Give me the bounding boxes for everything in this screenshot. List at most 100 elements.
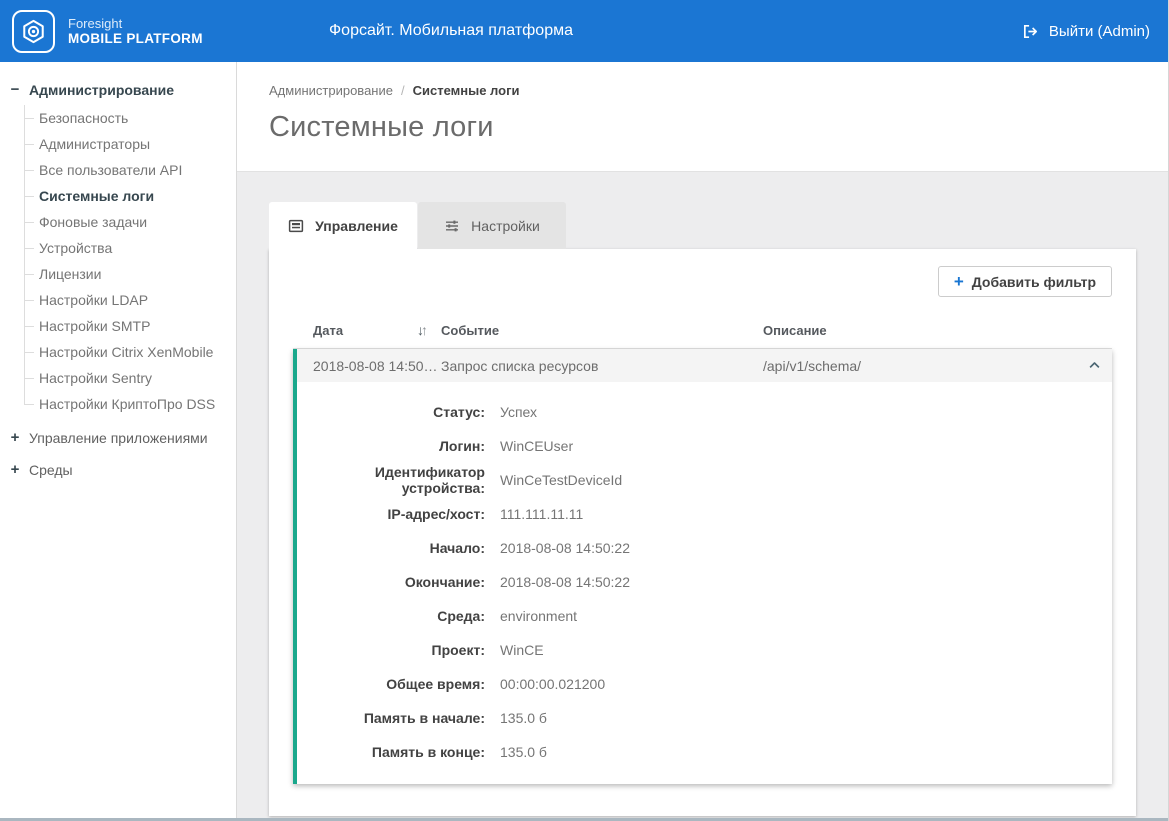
tab-label: Настройки (471, 217, 540, 234)
window-bottom-edge (0, 818, 1168, 821)
sidebar-item-label: Настройки КриптоПро DSS (39, 396, 216, 412)
sidebar-item-label: Безопасность (39, 110, 129, 126)
tab-label: Управление (315, 217, 398, 234)
sort-down-arrow-icon: ↓ (417, 322, 424, 338)
sort-up-arrow-icon: ↑ (421, 322, 428, 338)
list-icon (288, 219, 304, 232)
log-event-cell: Запрос списка ресурсов (441, 357, 599, 374)
detail-label: Проект: (431, 642, 485, 658)
sidebar-item-label: Лицензии (39, 266, 102, 282)
logs-card: + Добавить фильтр Дата ↓↑ Событие Описан… (269, 249, 1136, 816)
logout-button[interactable]: Выйти (Admin) (1022, 23, 1150, 40)
detail-row-end: Окончание: 2018-08-08 14:50:22 (297, 565, 1112, 599)
detail-row-ip: IP-адрес/хост: 111.111.11.11 (297, 497, 1112, 531)
breadcrumb-parent[interactable]: Администрирование (269, 83, 393, 98)
detail-value: WinCE (500, 642, 544, 658)
detail-row-device-id: Идентификатор устройства: WinCeTestDevic… (297, 463, 1112, 497)
sidebar-item-label: Настройки Citrix XenMobile (39, 344, 214, 360)
breadcrumb-current: Системные логи (412, 83, 520, 98)
card-toolbar: + Добавить фильтр (293, 266, 1112, 297)
collapse-minus-icon[interactable]: − (10, 81, 20, 98)
detail-row-memory-end: Память в конце: 135.0 б (297, 735, 1112, 769)
detail-value: 111.111.11.11 (500, 506, 584, 522)
detail-label: Начало: (429, 540, 485, 556)
expand-plus-icon[interactable]: + (10, 429, 20, 446)
detail-row-environment: Среда: environment (297, 599, 1112, 633)
detail-label: IP-адрес/хост: (387, 506, 485, 522)
sidebar-nav: − Администрирование Безопасность Админис… (0, 62, 237, 818)
logo-wordmark: Foresight MOBILE PLATFORM (68, 16, 203, 47)
tab-bar: Управление Настройки (269, 202, 1136, 249)
logo-line1: Foresight (68, 15, 123, 31)
page-title: Системные логи (269, 111, 494, 143)
sidebar-item-ldap-settings[interactable]: Настройки LDAP (25, 287, 230, 313)
sidebar-item-citrix-settings[interactable]: Настройки Citrix XenMobile (25, 339, 230, 365)
sidebar-item-administrators[interactable]: Администраторы (25, 131, 230, 157)
detail-label: Среда: (437, 608, 485, 624)
detail-row-start: Начало: 2018-08-08 14:50:22 (297, 531, 1112, 565)
sidebar-item-label: Настройки SMTP (39, 318, 151, 334)
detail-label: Память в конце: (371, 744, 485, 760)
detail-value: 135.0 б (500, 710, 547, 726)
expand-plus-icon[interactable]: + (10, 461, 20, 478)
column-header-event[interactable]: Событие (441, 322, 500, 338)
sidebar-item-sentry-settings[interactable]: Настройки Sentry (25, 365, 230, 391)
sidebar-section-label: Среды (29, 462, 73, 478)
page-head: Администрирование / Системные логи Систе… (237, 62, 1168, 172)
app-header: Foresight MOBILE PLATFORM Форсайт. Мобил… (0, 0, 1168, 62)
sidebar-section-administration[interactable]: − Администрирование (10, 78, 230, 102)
sidebar-admin-items: Безопасность Администраторы Все пользова… (24, 105, 230, 418)
sidebar-item-security[interactable]: Безопасность (25, 105, 230, 131)
log-table-row[interactable]: 2018-08-08 14:50… Запрос списка ресурсов… (297, 349, 1112, 382)
sidebar-section-app-management[interactable]: + Управление приложениями (10, 423, 230, 453)
sort-icon[interactable]: ↓↑ (417, 322, 428, 338)
sidebar-item-licenses[interactable]: Лицензии (25, 261, 230, 287)
tab-settings[interactable]: Настройки (418, 202, 566, 249)
detail-value: Успех (500, 404, 538, 420)
detail-value: 00:00:00.021200 (500, 676, 606, 692)
sidebar-item-label: Устройства (39, 240, 113, 256)
chevron-up-icon (1089, 362, 1099, 368)
sidebar-item-devices[interactable]: Устройства (25, 235, 230, 261)
logo-line2: MOBILE PLATFORM (68, 30, 203, 46)
content-area: Управление Настройки + Добави (237, 172, 1168, 818)
foresight-logo-icon (12, 9, 55, 53)
sidebar-item-background-tasks[interactable]: Фоновые задачи (25, 209, 230, 235)
sidebar-section-environments[interactable]: + Среды (10, 455, 230, 485)
breadcrumb: Администрирование / Системные логи (269, 83, 1136, 98)
detail-value: 2018-08-08 14:50:22 (500, 540, 630, 556)
tab-management[interactable]: Управление (269, 202, 417, 249)
detail-label: Логин: (439, 438, 485, 454)
log-description-cell: /api/v1/schema/ (763, 357, 862, 374)
detail-row-login: Логин: WinCEUser (297, 429, 1112, 463)
column-header-description[interactable]: Описание (763, 322, 827, 338)
sidebar-item-system-logs[interactable]: Системные логи (25, 183, 230, 209)
logout-label: Выйти (Admin) (1048, 22, 1150, 40)
expanded-log-entry: 2018-08-08 14:50… Запрос списка ресурсов… (293, 349, 1112, 784)
sidebar-item-smtp-settings[interactable]: Настройки SMTP (25, 313, 230, 339)
plus-icon: + (953, 272, 964, 291)
detail-row-project: Проект: WinCE (297, 633, 1112, 667)
sidebar-section-label: Администрирование (29, 82, 174, 98)
sidebar-item-label: Все пользователи API (39, 162, 183, 178)
detail-value: environment (500, 608, 578, 624)
log-details: Статус: Успех Логин: WinCEUser Идентифик… (297, 382, 1112, 784)
add-filter-button[interactable]: + Добавить фильтр (937, 266, 1112, 297)
detail-label: Общее время: (386, 676, 485, 692)
sidebar-item-api-users[interactable]: Все пользователи API (25, 157, 230, 183)
column-header-date[interactable]: Дата ↓↑ (313, 322, 441, 338)
sidebar-section-label: Управление приложениями (29, 430, 208, 446)
sidebar-item-label: Фоновые задачи (39, 214, 148, 230)
detail-row-memory-start: Память в начале: 135.0 б (297, 701, 1112, 735)
add-filter-label: Добавить фильтр (971, 273, 1096, 290)
main-area: Администрирование / Системные логи Систе… (237, 62, 1168, 818)
detail-value: WinCEUser (500, 438, 574, 454)
detail-value: 2018-08-08 14:50:22 (500, 574, 630, 590)
detail-label: Идентификатор устройства: (374, 464, 485, 496)
detail-row-status: Статус: Успех (297, 395, 1112, 429)
logout-icon (1023, 24, 1037, 38)
sidebar-item-cryptopro-settings[interactable]: Настройки КриптоПро DSS (24, 391, 230, 418)
collapse-row-button[interactable] (1076, 358, 1112, 373)
sidebar-item-label: Системные логи (39, 188, 155, 204)
detail-row-total-time: Общее время: 00:00:00.021200 (297, 667, 1112, 701)
